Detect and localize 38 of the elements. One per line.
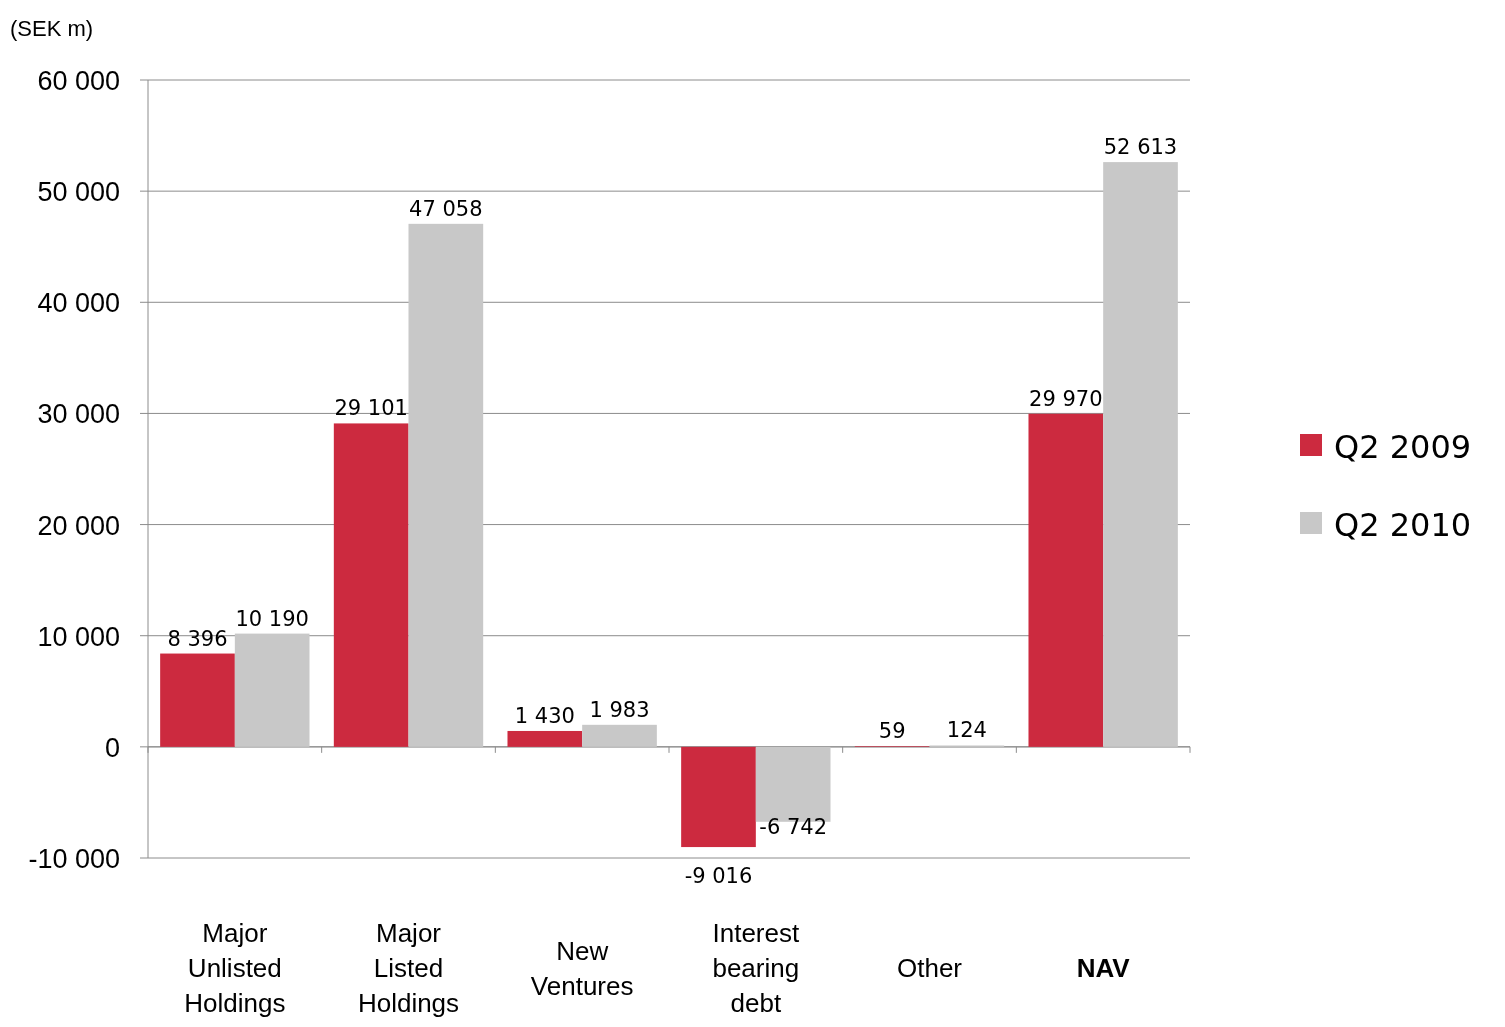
bar	[582, 724, 657, 747]
x-tick-label: Major Unlisted Holdings	[184, 918, 286, 1018]
y-tick-label: 20 000	[37, 510, 120, 541]
x-tick-label: Interest bearing debt	[712, 918, 800, 1018]
bar	[1103, 162, 1178, 747]
y-axis-title: (SEK m)	[10, 16, 94, 41]
bar	[681, 746, 756, 848]
y-tick-label: 60 000	[37, 66, 120, 96]
y-tick-label: -10 000	[28, 844, 120, 874]
x-tick-label: NAV	[1076, 953, 1131, 983]
y-tick-label: 50 000	[37, 177, 120, 208]
data-label: 52 613	[1103, 135, 1178, 160]
data-label: 8 396	[167, 626, 228, 651]
data-label: 29 970	[1029, 386, 1103, 411]
data-label: 1 983	[589, 697, 650, 722]
data-label: 59	[878, 719, 906, 744]
bar	[333, 423, 409, 747]
bar	[234, 633, 310, 747]
x-tick-label: New Ventures	[530, 935, 634, 1001]
bar	[1028, 413, 1104, 747]
bar	[160, 653, 235, 747]
data-label: 124	[946, 718, 987, 743]
y-tick-label: 0	[104, 732, 120, 763]
data-label: -9 016	[684, 864, 753, 889]
bar	[408, 223, 484, 747]
data-label: 1 430	[514, 703, 575, 728]
y-tick-label: 30 000	[37, 399, 120, 430]
data-label: 10 190	[235, 606, 309, 631]
data-label: 47 058	[409, 196, 483, 221]
x-tick-label: Major Listed Holdings	[357, 918, 460, 1018]
bar	[507, 730, 583, 747]
x-tick-label: Other	[896, 953, 963, 983]
y-tick-label: 40 000	[37, 288, 120, 319]
legend-label: Q2 2010	[1334, 506, 1472, 544]
legend-label: Q2 2009	[1334, 428, 1472, 466]
data-label: -6 742	[759, 814, 828, 839]
y-tick-label: 10 000	[37, 621, 120, 652]
data-label: 29 101	[334, 396, 408, 421]
